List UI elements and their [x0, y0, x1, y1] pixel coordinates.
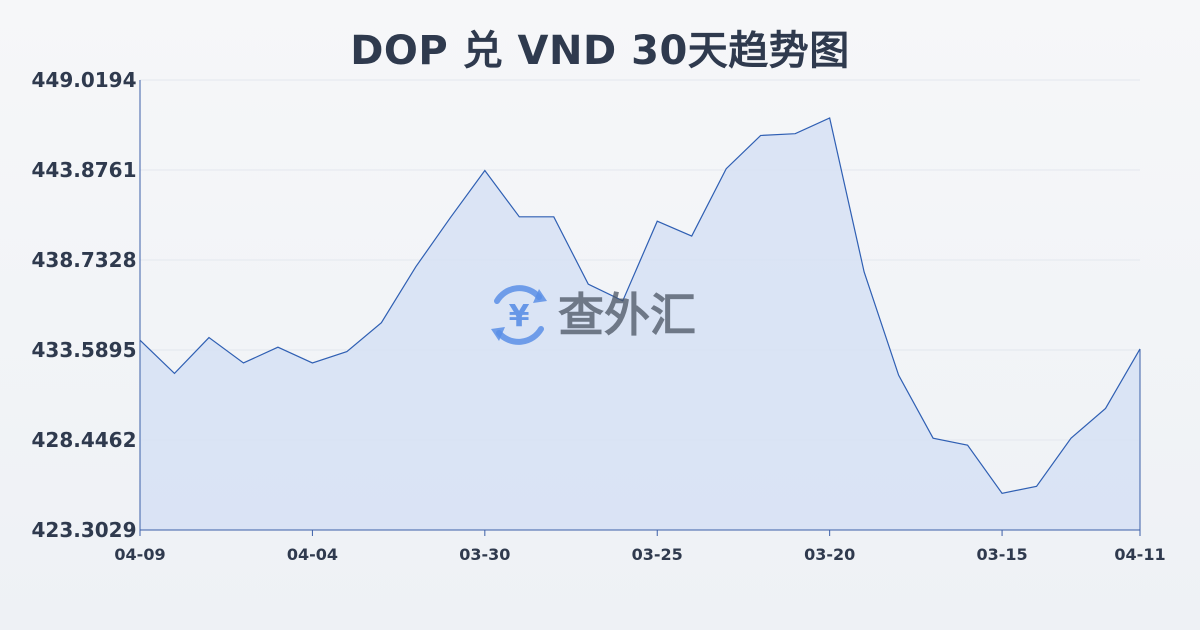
y-tick-labels: 449.0194 443.8761 438.7328 433.5895 428.4462…: [31, 68, 136, 542]
chart-title: DOP 兑 VND 30天趋势图: [350, 28, 850, 74]
y-tick-label: 428.4462: [31, 428, 136, 452]
x-tick-label: 04-09: [114, 545, 165, 564]
y-tick-label: 423.3029: [31, 518, 136, 542]
x-tick-label: 03-25: [632, 545, 683, 564]
x-tick-label: 04-11: [1114, 545, 1165, 564]
y-tick-label: 438.7328: [31, 248, 136, 272]
x-tick-label: 04-04: [287, 545, 338, 564]
x-tick-label: 03-15: [976, 545, 1027, 564]
yen-exchange-icon: ¥: [491, 285, 547, 345]
watermark: ¥ 查外汇: [491, 285, 696, 345]
axes: [139, 80, 1141, 531]
y-tick-label: 443.8761: [31, 158, 136, 182]
y-tick-label: 449.0194: [31, 68, 136, 92]
series-area: [140, 117, 1140, 531]
series-line: [139, 117, 1141, 494]
y-tick-label: 433.5895: [31, 338, 136, 362]
x-tick-label: 03-20: [804, 545, 855, 564]
svg-text:¥: ¥: [509, 299, 530, 334]
x-tick-labels: 04-09 04-04 03-30 03-25 03-20 03-15 04-11: [114, 530, 1166, 564]
watermark-text: 查外汇: [558, 288, 696, 342]
x-tick-label: 03-30: [459, 545, 510, 564]
